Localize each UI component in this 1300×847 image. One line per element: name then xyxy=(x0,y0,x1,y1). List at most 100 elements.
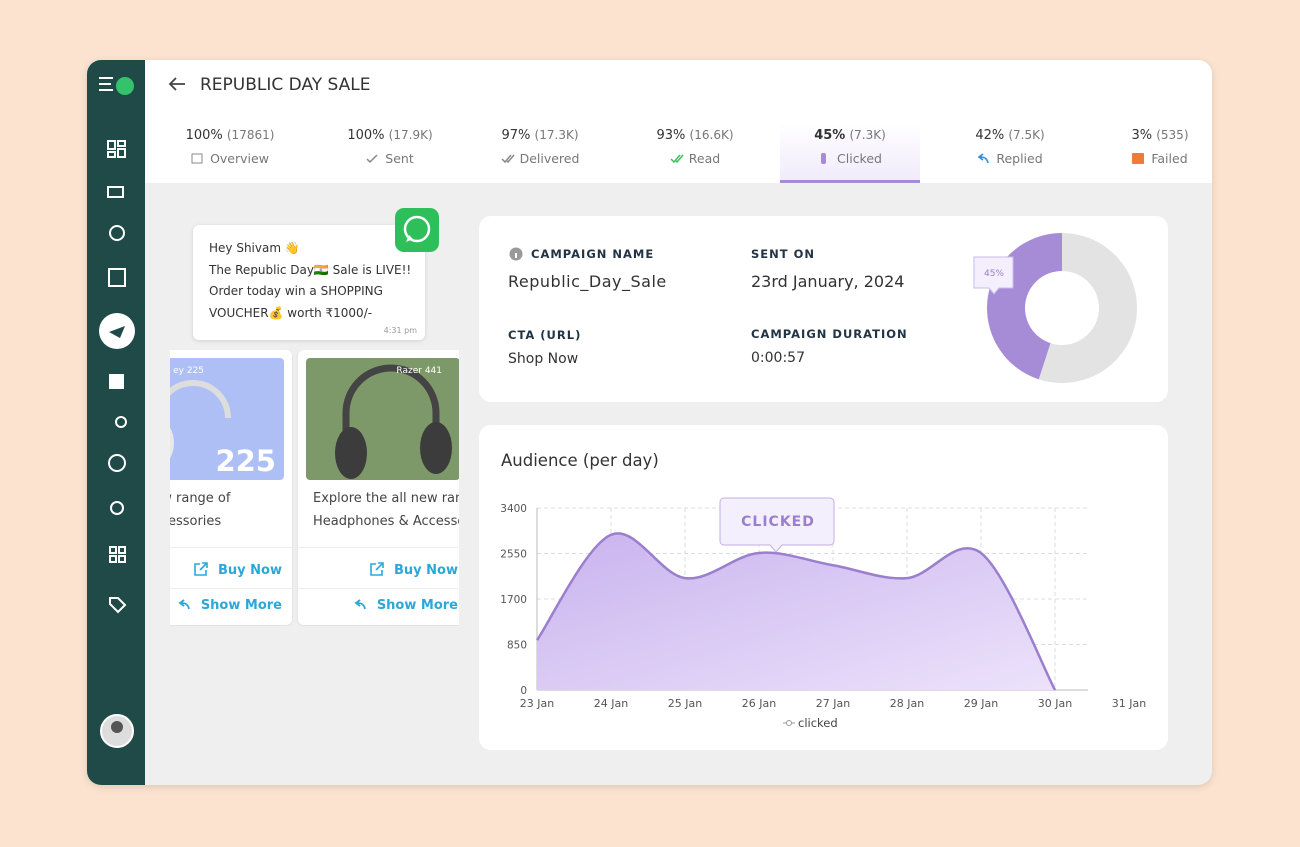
whatsapp-icon xyxy=(395,208,439,252)
tab-percent: 42% xyxy=(975,128,1005,143)
tab-label: Delivered xyxy=(519,151,580,166)
tab-label: Overview xyxy=(210,151,269,166)
product-carousel: ey 225 225 new range of Accessories Buy Now S… xyxy=(170,350,459,626)
tab-label: Failed xyxy=(1151,151,1188,166)
x-tick-label: 23 Jan xyxy=(520,697,554,710)
message-line: Hey Shivam 👋 xyxy=(209,241,300,255)
button-label: Buy Now xyxy=(394,563,458,578)
product-description: Explore the all new range of xyxy=(313,491,459,506)
image-label: Razer 441 xyxy=(396,366,442,376)
tab-label: Read xyxy=(688,151,721,166)
legend-label: clicked xyxy=(798,716,838,730)
nav-dashboard[interactable] xyxy=(107,140,126,158)
page-title: REPUBLIC DAY SALE xyxy=(200,75,371,95)
donut-label: 45% xyxy=(984,269,1004,279)
product-description: Accessories xyxy=(170,514,222,529)
field-value: Republic_Day_Sale xyxy=(508,272,667,291)
product-button[interactable]: Buy Now xyxy=(194,562,282,578)
area-fill xyxy=(537,533,1055,690)
y-tick-label: 1700 xyxy=(500,594,527,606)
x-tick-label: 24 Jan xyxy=(594,697,628,710)
button-icon xyxy=(370,562,384,576)
tab-stats: 93% (16.6K) xyxy=(625,128,765,143)
tab-percent: 93% xyxy=(656,128,686,143)
product-button[interactable]: Buy Now xyxy=(370,562,458,578)
product-button[interactable]: Show More xyxy=(353,597,458,613)
product-card: ey 225 225 new range of Accessories Buy Now S… xyxy=(170,350,292,625)
product-description: Headphones & Accessories xyxy=(313,514,459,529)
tab-count: (7.3K) xyxy=(849,128,886,142)
x-tick-label: 31 Jan xyxy=(1112,697,1146,710)
tab-percent: 100% xyxy=(347,128,385,143)
y-tick-label: 850 xyxy=(507,640,527,652)
tab-label-row: Overview xyxy=(160,151,300,166)
tab-stats: 45% (7.3K) xyxy=(780,128,920,143)
y-tick-label: 2550 xyxy=(500,549,527,561)
annotation-box xyxy=(719,497,835,553)
tab-stats: 42% (7.5K) xyxy=(940,128,1080,143)
nav-settings[interactable] xyxy=(110,501,124,515)
field-value: 23rd January, 2024 xyxy=(751,272,905,291)
tab-percent: 97% xyxy=(501,128,531,143)
tab-count: (17.9K) xyxy=(388,128,433,142)
message-time: 4:31 pm xyxy=(383,326,417,335)
button-icon xyxy=(178,599,190,610)
tab-label: Clicked xyxy=(837,151,882,166)
divider xyxy=(298,588,459,589)
button-label: Buy Now xyxy=(218,563,282,578)
tab-icon xyxy=(977,153,990,164)
tab[interactable]: 3% (535) Failed xyxy=(1090,122,1212,183)
chart-title: Audience (per day) xyxy=(501,451,659,470)
field-value: 0:00:57 xyxy=(751,350,805,366)
nav-tags[interactable] xyxy=(109,597,127,614)
nav-apps[interactable] xyxy=(109,546,126,563)
back-button[interactable] xyxy=(167,76,187,92)
nav-facebook[interactable] xyxy=(109,374,124,389)
nav-chats[interactable] xyxy=(107,186,124,198)
field-label: SENT ON xyxy=(751,247,816,261)
y-tick-label: 0 xyxy=(520,685,527,697)
logo-mark xyxy=(116,77,134,95)
donut-segment xyxy=(1038,233,1138,383)
tab[interactable]: 93% (16.6K) Read xyxy=(625,122,765,183)
info-icon xyxy=(509,247,523,261)
message-line: Order today win a SHOPPING xyxy=(209,284,383,298)
tab-label-row: Read xyxy=(625,151,765,166)
button-label: Show More xyxy=(376,598,458,613)
donut-tooltip xyxy=(973,256,1014,295)
product-image: ey 225 225 xyxy=(170,358,284,480)
nav-flows[interactable] xyxy=(115,416,127,428)
field-value: Shop Now xyxy=(508,351,579,367)
sidebar xyxy=(87,60,145,785)
nav-contacts[interactable] xyxy=(108,268,126,287)
tab-label-row: Clicked xyxy=(780,151,920,166)
message-line: VOUCHER💰 worth ₹1000/- xyxy=(209,305,373,320)
nav-payments[interactable] xyxy=(108,454,126,472)
tab-percent: 3% xyxy=(1131,128,1153,143)
product-button[interactable]: Show More xyxy=(177,597,282,613)
message-bubble: Hey Shivam 👋 The Republic Day🇮🇳 Sale is L… xyxy=(193,225,425,340)
avatar-face xyxy=(111,721,123,733)
tab-count: (17.3K) xyxy=(534,128,579,142)
nav-history[interactable] xyxy=(109,225,125,241)
tab-icon xyxy=(191,153,203,164)
product-description: new range of xyxy=(170,491,231,506)
tab-stats: 100% (17.9K) xyxy=(320,128,460,143)
tab-count: (17861) xyxy=(226,128,275,142)
tab[interactable]: 100% (17.9K) Sent xyxy=(320,122,460,183)
y-tick-label: 3400 xyxy=(500,503,527,515)
logo xyxy=(99,77,113,91)
tab-percent: 45% xyxy=(814,128,846,143)
tab-label: Sent xyxy=(385,151,414,166)
tab[interactable]: 42% (7.5K) Replied xyxy=(940,122,1080,183)
tab[interactable]: 97% (17.3K) Delivered xyxy=(470,122,610,183)
x-tick-label: 30 Jan xyxy=(1038,697,1072,710)
tab-label-row: Replied xyxy=(940,151,1080,166)
x-tick-label: 29 Jan xyxy=(964,697,998,710)
tab-icon xyxy=(366,154,378,164)
tab-icon xyxy=(1132,153,1145,164)
tab[interactable]: 45% (7.3K) Clicked xyxy=(780,122,920,183)
tab-icon xyxy=(501,154,515,164)
tab[interactable]: 100% (17861) Overview xyxy=(160,122,300,183)
field-label: CAMPAIGN DURATION xyxy=(751,327,908,341)
